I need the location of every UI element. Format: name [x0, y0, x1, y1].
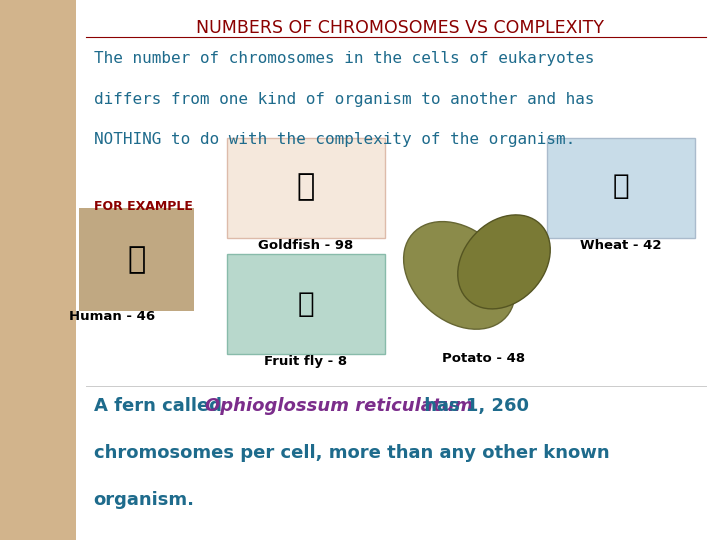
Text: 🪰: 🪰 — [297, 290, 315, 318]
Text: A fern called: A fern called — [94, 397, 228, 415]
Text: The number of chromosomes in the cells of eukaryotes: The number of chromosomes in the cells o… — [94, 51, 594, 66]
Text: NUMBERS OF CHROMOSOMES VS COMPLEXITY: NUMBERS OF CHROMOSOMES VS COMPLEXITY — [196, 19, 603, 37]
FancyBboxPatch shape — [79, 208, 194, 310]
Text: differs from one kind of organism to another and has: differs from one kind of organism to ano… — [94, 92, 594, 107]
Text: 🌾: 🌾 — [612, 172, 629, 200]
Text: 👤: 👤 — [127, 245, 146, 274]
Text: Human - 46: Human - 46 — [68, 310, 155, 323]
FancyBboxPatch shape — [547, 138, 695, 238]
Text: NOTHING to do with the complexity of the organism.: NOTHING to do with the complexity of the… — [94, 132, 575, 147]
Text: FOR EXAMPLE: FOR EXAMPLE — [94, 200, 192, 213]
Ellipse shape — [404, 221, 515, 329]
Ellipse shape — [458, 215, 550, 309]
FancyBboxPatch shape — [227, 254, 385, 354]
Text: organism.: organism. — [94, 491, 194, 509]
Text: Fruit fly - 8: Fruit fly - 8 — [264, 355, 348, 368]
Text: chromosomes per cell, more than any other known: chromosomes per cell, more than any othe… — [94, 444, 609, 462]
FancyBboxPatch shape — [227, 138, 385, 238]
Text: Ophioglossum reticulatum: Ophioglossum reticulatum — [205, 397, 473, 415]
Text: 🐟: 🐟 — [297, 172, 315, 201]
Text: has 1, 260: has 1, 260 — [418, 397, 528, 415]
Text: Potato - 48: Potato - 48 — [442, 352, 526, 365]
Text: Wheat - 42: Wheat - 42 — [580, 239, 662, 252]
Text: Goldfish - 98: Goldfish - 98 — [258, 239, 354, 252]
FancyBboxPatch shape — [0, 0, 76, 540]
